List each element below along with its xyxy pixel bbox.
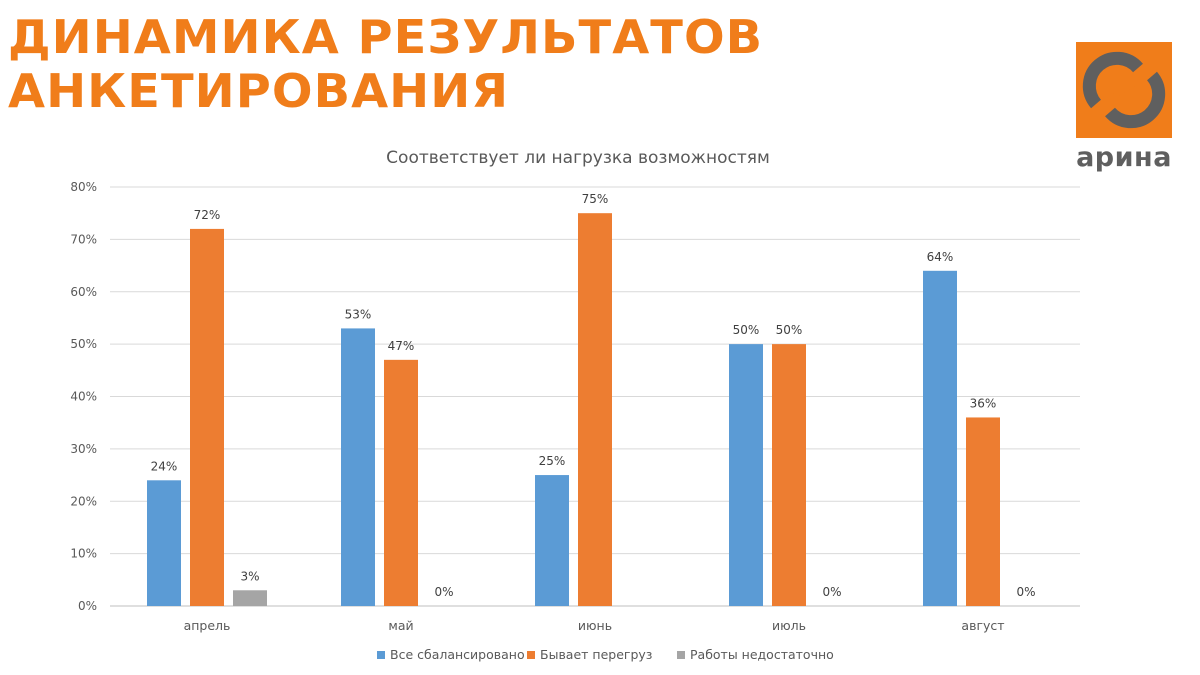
y-tick-label: 70% — [70, 232, 97, 246]
data-label: 0% — [822, 585, 841, 599]
chart-title: Соответствует ли нагрузка возможностям — [386, 148, 770, 168]
bar — [233, 590, 267, 606]
y-tick-label: 0% — [78, 599, 97, 613]
y-tick-label: 60% — [70, 285, 97, 299]
data-label: 47% — [388, 339, 415, 353]
logo-box — [1076, 42, 1172, 138]
data-label: 25% — [539, 454, 566, 468]
data-label: 53% — [345, 307, 372, 321]
data-label: 75% — [582, 192, 609, 206]
y-tick-label: 80% — [70, 180, 97, 194]
data-label: 50% — [733, 323, 760, 337]
data-label-layer: 24% 72% 3% 53% 47% 0% 25% 75% 50% 50% 0% 64% 36% 0% — [151, 192, 1036, 599]
data-label: 72% — [194, 208, 221, 222]
bar-layer — [147, 213, 1000, 606]
company-logo: арина — [1074, 42, 1174, 178]
bar — [772, 344, 806, 606]
bar — [190, 228, 224, 606]
category-label: июнь — [578, 618, 612, 633]
data-label: 0% — [1016, 585, 1035, 599]
category-label: июль — [772, 618, 806, 633]
bar — [384, 359, 418, 606]
bar — [147, 480, 181, 606]
logo-mark-icon — [1082, 51, 1166, 129]
legend-label: Бывает перегруз — [540, 647, 652, 662]
data-label: 36% — [970, 396, 997, 410]
data-label: 64% — [927, 250, 954, 264]
bar — [535, 475, 569, 606]
legend-swatch — [527, 651, 535, 659]
data-label: 24% — [151, 459, 178, 473]
slide-title: ДИНАМИКА РЕЗУЛЬТАТОВ АНКЕТИРОВАНИЯ — [8, 10, 763, 118]
category-label: май — [388, 618, 413, 633]
y-tick-label: 20% — [70, 494, 97, 508]
logo-text: арина — [1076, 142, 1172, 173]
data-label: 50% — [776, 323, 803, 337]
slide-title-line-2: АНКЕТИРОВАНИЯ — [8, 64, 510, 118]
legend: Все сбалансировано Бывает перегруз Работы … — [377, 647, 834, 662]
axis-layer: 0% 10% 20% 30% 40% 50% 60% 70% 80% — [70, 180, 1080, 613]
category-label-layer: апрель май июнь июль август — [184, 618, 1005, 633]
bar — [578, 213, 612, 606]
bar — [966, 417, 1000, 606]
legend-label: Все сбалансировано — [390, 647, 525, 662]
data-label: 0% — [434, 585, 453, 599]
category-label: август — [961, 618, 1004, 633]
y-tick-label: 30% — [70, 442, 97, 456]
bar — [923, 270, 957, 606]
legend-swatch — [377, 651, 385, 659]
y-tick-label: 40% — [70, 390, 97, 404]
legend-label: Работы недостаточно — [690, 647, 834, 662]
data-label: 3% — [240, 569, 259, 583]
category-label: апрель — [184, 618, 231, 633]
bar — [341, 328, 375, 606]
y-tick-label: 50% — [70, 337, 97, 351]
slide-title-line-1: ДИНАМИКА РЕЗУЛЬТАТОВ — [8, 10, 764, 64]
y-tick-label: 10% — [70, 547, 97, 561]
legend-swatch — [677, 651, 685, 659]
bar — [729, 344, 763, 606]
